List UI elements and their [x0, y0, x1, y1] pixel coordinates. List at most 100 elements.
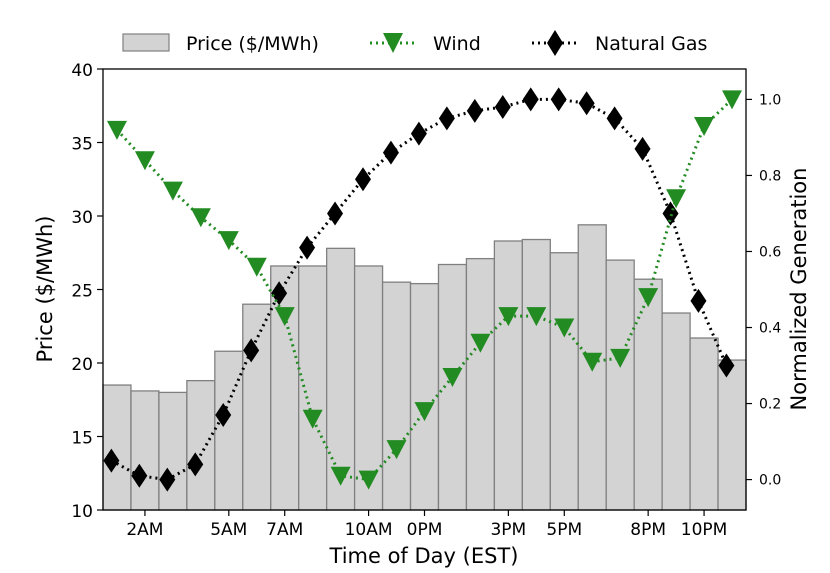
x-tick-label: 5AM	[210, 520, 247, 540]
wind-marker	[106, 120, 127, 140]
price-bar	[633, 278, 663, 511]
wind-marker	[134, 151, 155, 171]
left-tick-label: 30	[71, 208, 93, 228]
wind-marker	[442, 367, 463, 387]
gas-marker	[327, 201, 344, 226]
x-tick-label: 7AM	[266, 520, 303, 540]
legend-wind-marker	[383, 33, 403, 53]
left-y-axis: 10 15 20 25 30 35 40	[71, 61, 103, 522]
wind-marker	[386, 440, 407, 460]
gas-marker	[550, 87, 567, 112]
wind-marker	[218, 231, 239, 251]
left-tick-label: 25	[71, 282, 93, 302]
x-tick-label: 10AM	[345, 520, 393, 540]
price-bar	[242, 303, 272, 511]
legend-gas-marker	[547, 30, 563, 56]
price-bar	[158, 391, 188, 511]
price-bar	[214, 350, 244, 511]
wind-marker	[498, 307, 519, 327]
legend-price-swatch	[122, 33, 170, 52]
wind-marker	[610, 348, 631, 368]
wind-marker	[190, 208, 211, 228]
wind-marker	[638, 288, 659, 308]
x-tick-label: 10PM	[681, 520, 728, 540]
gas-marker	[131, 463, 148, 488]
gas-marker	[634, 136, 651, 161]
wind-marker	[526, 307, 547, 327]
price-bar	[717, 359, 747, 511]
x-tick-label: 8PM	[630, 520, 666, 540]
gas-marker	[271, 281, 288, 306]
right-tick-label: 0.2	[759, 397, 781, 413]
gas-marker	[522, 87, 539, 112]
gas-marker	[718, 353, 735, 378]
gas-marker	[382, 140, 399, 165]
wind-marker	[554, 318, 575, 338]
right-tick-label: 0.4	[759, 321, 781, 337]
gas-marker	[159, 467, 176, 492]
right-tick-label: 0.0	[759, 473, 781, 489]
price-bar	[465, 257, 496, 511]
wind-marker	[414, 402, 435, 422]
right-tick-label: 1.0	[759, 92, 781, 108]
gas-marker	[215, 402, 232, 427]
wind-line	[115, 98, 734, 482]
left-tick-label: 35	[71, 135, 93, 155]
price-bar	[186, 379, 216, 511]
gas-marker	[354, 167, 371, 192]
legend-wind-label: Wind	[433, 33, 481, 55]
gas-marker	[690, 288, 707, 313]
gas-marker	[494, 95, 511, 120]
right-tick-label: 0.6	[759, 244, 781, 260]
left-tick-label: 10	[71, 502, 93, 522]
gas-marker	[243, 338, 260, 363]
gas-marker	[578, 91, 595, 116]
gas-marker	[410, 121, 427, 146]
left-tick-label: 15	[71, 429, 93, 449]
wind-marker	[582, 352, 603, 372]
right-y-axis-title: Normalized Generation	[787, 168, 811, 411]
x-tick-label: 5PM	[546, 520, 582, 540]
price-bar	[381, 281, 412, 511]
wind-marker	[162, 181, 183, 201]
wind-marker	[694, 117, 715, 137]
price-bar	[689, 337, 719, 511]
left-tick-label: 40	[71, 61, 93, 81]
wind-marker	[722, 90, 743, 110]
x-axis: 2AM 5AM 7AM 10AM 0PM 3PM 5PM 8PM 10PM	[126, 510, 727, 540]
wind-marker	[358, 470, 379, 490]
wind-marker	[666, 189, 687, 209]
price-bar	[270, 265, 300, 511]
plot-area	[102, 87, 747, 511]
wind-marker	[302, 409, 323, 429]
x-tick-label: 0PM	[407, 520, 443, 540]
price-bar	[605, 259, 635, 511]
gas-marker	[466, 98, 483, 123]
price-bar	[493, 240, 524, 511]
right-y-axis: 0.0 0.2 0.4 0.6 0.8 1.0	[746, 92, 781, 489]
x-tick-label: 2AM	[126, 520, 163, 540]
x-axis-title: Time of Day (EST)	[329, 544, 519, 568]
legend-price-label: Price ($/MWh)	[186, 33, 319, 55]
gas-marker	[662, 201, 679, 226]
gas-marker	[187, 452, 204, 477]
wind-marker	[330, 466, 351, 486]
legend: Price ($/MWh) Wind Natural Gas	[122, 30, 707, 56]
gas-marker	[606, 106, 623, 131]
gas-marker	[299, 235, 316, 260]
wind-marker	[246, 257, 267, 277]
price-bar	[409, 282, 440, 511]
gas-marker	[438, 106, 455, 131]
price-bar	[102, 384, 132, 511]
price-bar	[661, 312, 691, 511]
right-tick-label: 0.8	[759, 168, 781, 184]
gas-marker	[103, 448, 120, 473]
wind-marker	[470, 333, 491, 353]
x-tick-label: 3PM	[490, 520, 526, 540]
price-bar	[549, 252, 579, 511]
wind-marker	[274, 307, 295, 327]
price-bar	[521, 238, 551, 511]
price-bar	[130, 390, 160, 511]
left-tick-label: 20	[71, 355, 93, 375]
